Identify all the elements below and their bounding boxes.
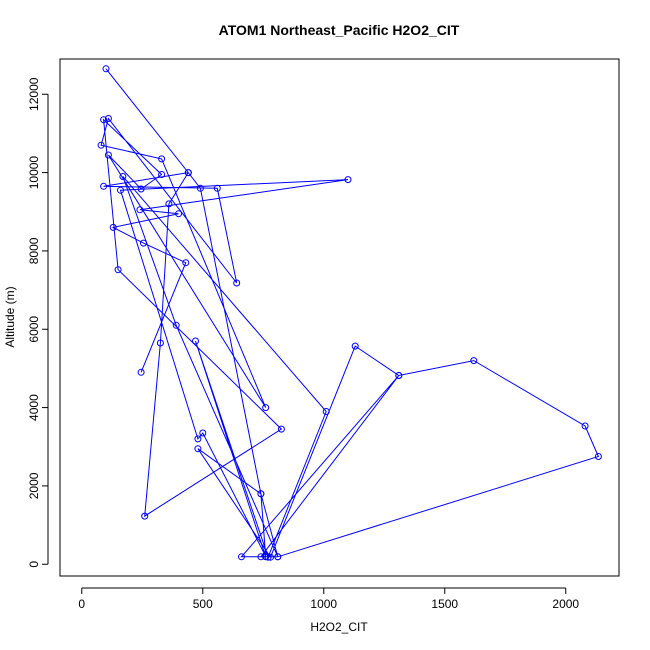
data-point [233,279,241,287]
chart-title: ATOM1 Northeast_Pacific H2O2_CIT [219,22,460,38]
y-axis: 0 2000 4000 6000 8000 10000 12000 [27,77,49,568]
data-point [137,368,145,376]
data-point [137,185,145,193]
data-point [262,404,270,412]
plot-frame [59,58,620,577]
data-point [199,429,207,437]
data-point [158,171,166,178]
data-point [196,184,204,192]
data-point [175,210,183,218]
data-point [194,435,202,443]
x-axis: 0 500 1000 1500 2000 [78,587,579,611]
data-point [114,266,122,274]
data-point [97,141,105,149]
y-tick-label: 0 [27,561,41,568]
data-point [344,176,352,184]
y-axis-label: Altitude (m) [3,286,17,347]
data-point [351,342,359,350]
data-point [141,512,149,520]
data-point [257,553,265,561]
data-point [470,357,478,365]
data-point [277,425,285,433]
x-axis-label: H2O2_CIT [310,620,368,634]
series-line [100,68,600,559]
x-tick-label: 2000 [552,597,579,611]
data-point [274,553,282,561]
y-tick-label: 10000 [27,156,41,190]
data-point [194,445,202,453]
y-tick-label: 8000 [27,237,41,264]
y-tick-label: 2000 [27,472,41,499]
data-point [117,186,124,194]
data-point [184,169,192,177]
data-point [102,65,110,73]
data-point [165,200,173,208]
data-point [395,372,403,379]
data-point [594,453,602,460]
data-point [262,552,270,560]
data-point [158,155,166,163]
data-point [213,184,221,192]
data-point [156,339,164,347]
data-point [100,116,108,124]
x-tick-label: 500 [193,597,213,611]
data-point [581,422,589,430]
data-point [104,151,112,159]
data-point [182,259,190,267]
data-point [192,337,199,345]
data-point [109,223,117,231]
data-point [100,182,108,190]
data-point [238,553,245,561]
data-point [136,206,144,214]
x-tick-label: 0 [78,597,85,611]
data-point [104,115,112,122]
y-tick-label: 4000 [27,394,41,421]
data-point [257,490,265,498]
x-tick-label: 1000 [310,597,337,611]
data-point [140,239,147,247]
data-point [172,321,180,329]
x-tick-label: 1500 [431,597,458,611]
series-layer [97,65,602,561]
data-point [322,408,330,415]
y-tick-label: 6000 [27,316,41,343]
data-point [119,173,127,180]
data-point [267,553,274,561]
y-tick-label: 12000 [27,77,41,111]
